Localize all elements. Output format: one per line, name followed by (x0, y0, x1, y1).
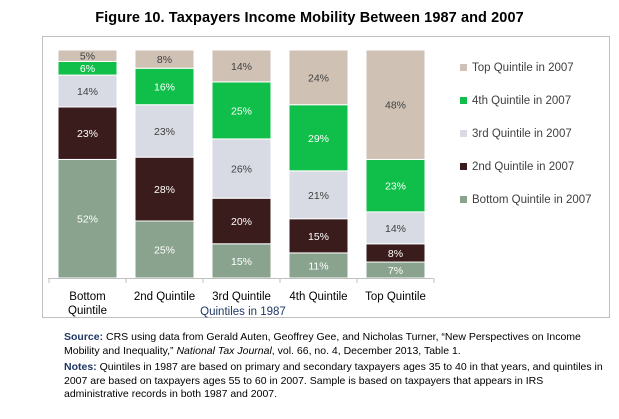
data-label: 14% (77, 86, 98, 98)
bar-segment (211, 197, 272, 245)
bar-segment (134, 156, 195, 222)
source-note: Source: CRS using data from Gerald Auten… (64, 331, 604, 358)
legend-label: Bottom Quintile in 2007 (472, 194, 592, 206)
data-label: 20% (231, 216, 252, 228)
notes-label: Notes: (64, 361, 97, 373)
legend-label: 3rd Quintile in 2007 (472, 128, 572, 140)
data-label: 48% (385, 100, 406, 112)
source-text: CRS using data from Gerald Auten, Geoffr… (64, 331, 581, 357)
bar-segment (288, 49, 349, 106)
data-label: 21% (308, 190, 329, 202)
x-axis: Bottom Quintile 2nd Quintile 3rd Quintile 4t… (48, 278, 435, 318)
x-tick-label: 2nd Quintile (134, 291, 195, 303)
data-label: 14% (385, 223, 406, 235)
chart-title: Figure 10. Taxpayers Income Mobility Bet… (95, 10, 524, 26)
data-label: 11% (308, 260, 328, 272)
legend-swatch (460, 97, 467, 104)
data-label: 8% (388, 248, 403, 260)
data-label: 23% (154, 126, 175, 138)
data-label: 28% (154, 184, 175, 196)
x-tick-label-line: Quintile (68, 305, 107, 317)
data-label: 25% (231, 105, 252, 117)
legend-label: Top Quintile in 2007 (472, 62, 574, 74)
bar-segment (365, 158, 426, 213)
source-label: Source: (64, 331, 104, 343)
bar-segment (365, 211, 426, 245)
legend-swatch (460, 163, 467, 170)
legend-swatch (460, 196, 467, 203)
data-label: 15% (231, 256, 252, 268)
data-label: 8% (157, 54, 172, 66)
notes-block: Source: CRS using data from Gerald Auten… (64, 331, 604, 405)
data-label: 5% (80, 51, 95, 63)
data-label: 6% (80, 63, 95, 75)
data-label: 7% (388, 265, 403, 277)
bar-segment (211, 49, 272, 83)
bar-segment (288, 218, 349, 254)
data-label: 29% (308, 133, 329, 145)
legend-swatch (460, 64, 467, 71)
bar-segment (211, 81, 272, 140)
x-tick-label-line: Bottom (69, 291, 105, 303)
legend-swatch (460, 130, 467, 137)
bar-segment (57, 49, 118, 62)
legend-label: 2nd Quintile in 2007 (472, 161, 574, 173)
data-label: 14% (231, 61, 252, 73)
x-tick-label: Top Quintile (365, 291, 426, 303)
bar-segment (288, 252, 349, 279)
source-rest: , vol. 66, no. 4, December 2013, Table 1… (271, 344, 461, 357)
notes-text: Quintiles in 1987 are based on primary a… (64, 361, 603, 400)
bar-segment (288, 170, 349, 220)
x-tick-label: 3rd Quintile (212, 291, 271, 303)
legend-label: 4th Quintile in 2007 (472, 95, 571, 107)
bar-segment (134, 104, 195, 158)
x-tick-label: Bottom Quintile (68, 291, 107, 317)
bar-segment (57, 106, 118, 160)
bars-group: 52% 23% 14% 6%5% 25% 28% 23% 16% 8% 15% 20% 26% 25% 1… (57, 49, 426, 279)
x-tick-label: 4th Quintile (289, 291, 347, 303)
chart-area: 52% 23% 14% 6% 5% 25% 28% 23% 16% 8% 15% 20% 26% 25% 1… (42, 36, 610, 318)
legend: Top Quintile in 2007 4th Quintile in 2007… (460, 62, 592, 206)
data-label: 23% (385, 181, 406, 193)
bar-segment (134, 49, 195, 69)
bar-segment (365, 49, 426, 160)
data-label: 24% (308, 72, 329, 84)
bar-segment (288, 104, 349, 172)
data-label: 26% (231, 164, 252, 176)
notes-note: Notes: Quintiles in 1987 are based on pr… (64, 361, 604, 402)
data-label: 15% (308, 231, 329, 243)
source-journal: National Tax Journal (176, 344, 272, 357)
stacked-bar-chart: 52% 23% 14% 6%5% 25% 28% 23% 16% 8% 15% 20% 26% 25% 1… (48, 49, 592, 318)
bar-segment (211, 243, 272, 279)
data-label: 52% (77, 214, 98, 226)
bar-segment (57, 158, 118, 279)
x-axis-title: Quintiles in 1987 (200, 306, 286, 318)
data-label: 16% (154, 81, 175, 93)
bar-segment (134, 67, 195, 106)
data-label: 23% (77, 128, 98, 140)
data-label: 25% (154, 245, 175, 257)
